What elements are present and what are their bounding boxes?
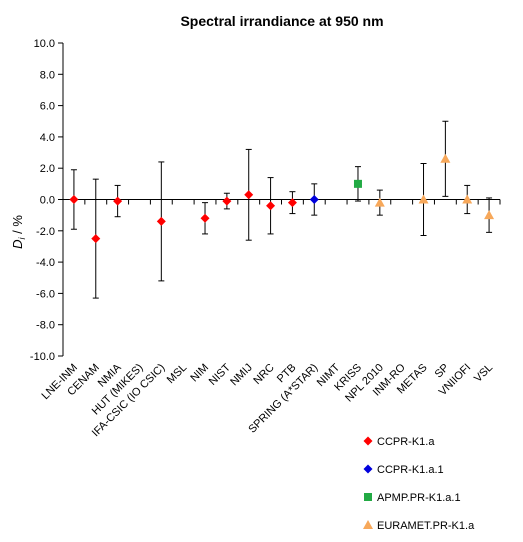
y-axis-title-rest: / % [10,215,25,238]
y-tick-label: -10.0 [30,351,55,363]
data-point [113,196,123,206]
data-point [200,213,210,223]
legend-label: EURAMET.PR-K1.a [377,520,475,532]
y-tick-label: 6.0 [40,101,55,113]
legend-label: APMP.PR-K1.a.1 [377,492,461,504]
data-point [222,196,232,206]
x-tick-label: NMIJ [228,362,255,389]
y-tick-label: -2.0 [36,226,55,238]
legend-marker [364,493,372,501]
legend-label: CCPR-K1.a [377,436,435,448]
y-tick-label: -4.0 [36,257,55,269]
data-point [353,179,362,188]
x-tick-label: VSL [472,362,495,385]
data-point [244,190,254,200]
svg-text:Di / %: Di / % [10,215,27,249]
legend-marker [363,464,373,474]
legend: CCPR-K1.a CCPR-K1.a.1 APMP.PR-K1.a.1 EURAME… [363,436,475,532]
x-tick-label: NRC [251,362,276,387]
data-point [484,210,495,220]
y-axis-title-sub: i [17,237,27,240]
data-point [266,201,276,211]
data-point [374,197,385,207]
data-point [91,234,101,244]
x-tick-label: MSL [165,362,189,386]
data-point [156,216,166,226]
y-tick-label: -6.0 [36,288,55,300]
legend-marker [363,436,373,446]
y-tick-label: 2.0 [40,163,55,175]
plot-area: 10.0 8.0 6.0 4.0 2.0 0.0 -2.0 -4.0 -6.0 -8.0 -10.0… [30,38,501,439]
y-axis-title-main: D [10,240,25,249]
data-point [287,198,297,208]
y-tick-label: 4.0 [40,132,55,144]
y-axis-title: Di / % [10,215,27,249]
data-point [440,153,451,163]
data-point [418,194,429,204]
y-tick-label: 0.0 [40,195,55,207]
y-tick-label: 8.0 [40,69,55,81]
y-tick-label: -8.0 [36,320,55,332]
y-tick-label: 10.0 [34,38,55,50]
x-tick-label: NIST [207,361,233,387]
legend-marker [363,520,373,529]
data-point [309,195,319,204]
data-point [462,194,473,204]
legend-label: CCPR-K1.a.1 [377,464,444,476]
chart-title: Spectral irrandiance at 950 nm [180,13,383,29]
data-point [69,195,79,204]
